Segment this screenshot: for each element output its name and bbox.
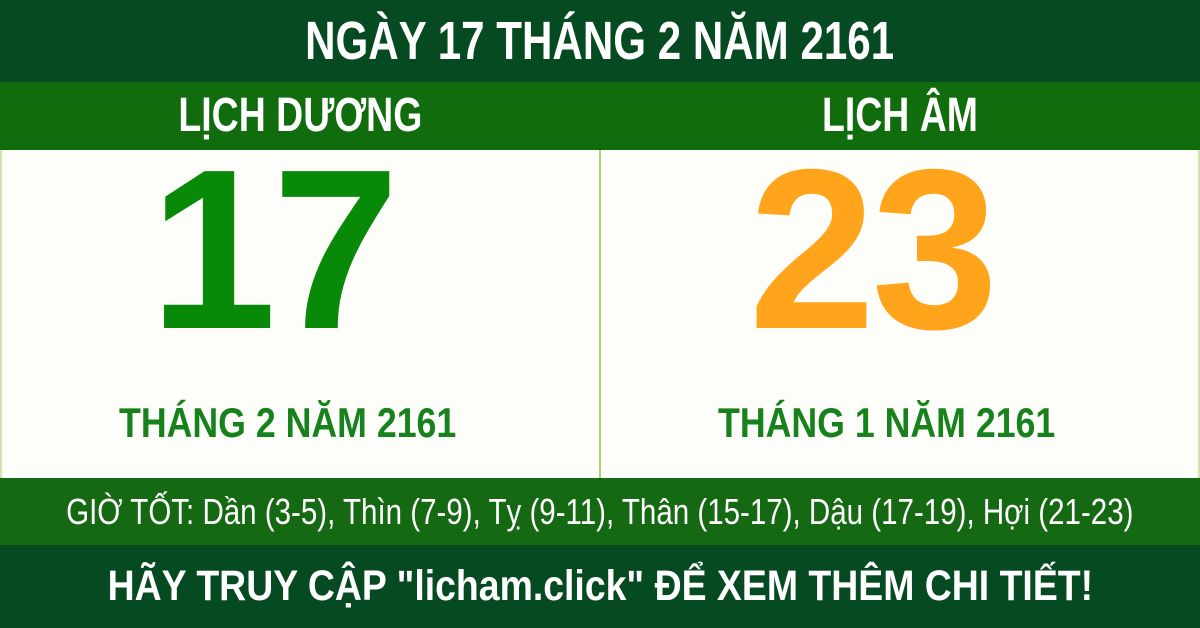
lunar-panel: 23 THÁNG 1 NĂM 2161: [601, 136, 1198, 478]
solar-calendar-label: LỊCH DƯƠNG: [178, 89, 422, 142]
solar-panel: 17 THÁNG 2 NĂM 2161: [2, 136, 599, 478]
good-hours-bar: GIỜ TỐT: Dần (3-5), Thìn (7-9), Tỵ (9-11…: [0, 478, 1200, 545]
panel-divider: [599, 150, 601, 478]
good-hours-text: GIỜ TỐT: Dần (3-5), Thìn (7-9), Tỵ (9-11…: [66, 490, 1134, 532]
calendar-panels: 17 THÁNG 2 NĂM 2161 23 THÁNG 1 NĂM 2161: [0, 136, 1200, 478]
lunar-calendar-label: LỊCH ÂM: [822, 89, 978, 142]
lunar-calendar-header: LỊCH ÂM: [600, 82, 1200, 150]
calendar-type-header: LỊCH DƯƠNG LỊCH ÂM: [0, 82, 1200, 150]
lunar-month-year: THÁNG 1 NĂM 2161: [718, 399, 1056, 446]
date-title: NGÀY 17 THÁNG 2 NĂM 2161: [305, 11, 895, 71]
solar-calendar-header: LỊCH DƯƠNG: [0, 82, 600, 150]
footer-bar: HÃY TRUY CẬP "licham.click" ĐỂ XEM THÊM …: [0, 545, 1200, 628]
footer-cta: HÃY TRUY CẬP "licham.click" ĐỂ XEM THÊM …: [107, 562, 1093, 610]
lunar-day-number: 23: [748, 123, 999, 377]
solar-day-number: 17: [149, 123, 400, 377]
date-title-bar: NGÀY 17 THÁNG 2 NĂM 2161: [0, 0, 1200, 82]
solar-month-year: THÁNG 2 NĂM 2161: [119, 399, 457, 446]
